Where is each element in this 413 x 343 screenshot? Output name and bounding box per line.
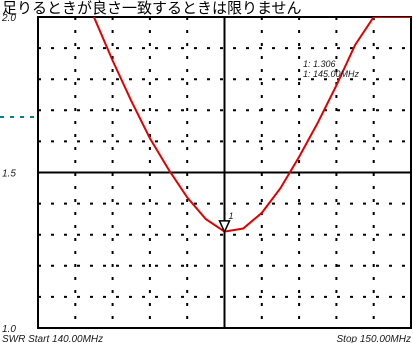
axes	[38, 17, 411, 328]
plot-frame	[37, 16, 412, 329]
marker-readout-frequency: 1: 145.00MHz	[303, 69, 360, 79]
footer-stop: Stop 150.00MHz	[337, 334, 412, 343]
y-tick-label: 1.5	[2, 169, 16, 180]
footer-start: SWR Start 140.00MHz	[2, 334, 103, 343]
swr-trace	[92, 17, 411, 233]
y-tick-labels: 2.0 1.5 1.0	[1, 13, 16, 335]
marker-arrow-icon[interactable]	[218, 220, 231, 234]
y-tick-label: 2.0	[1, 13, 16, 24]
y-tick-label: 1.0	[2, 324, 16, 335]
marker-id-label: 1	[229, 211, 234, 221]
header-text: 足りるときが良さ一致するときは限りません	[2, 0, 302, 17]
marker-readout-value: 1: 1.306	[303, 59, 336, 69]
marker-1[interactable]: 1	[218, 211, 234, 234]
